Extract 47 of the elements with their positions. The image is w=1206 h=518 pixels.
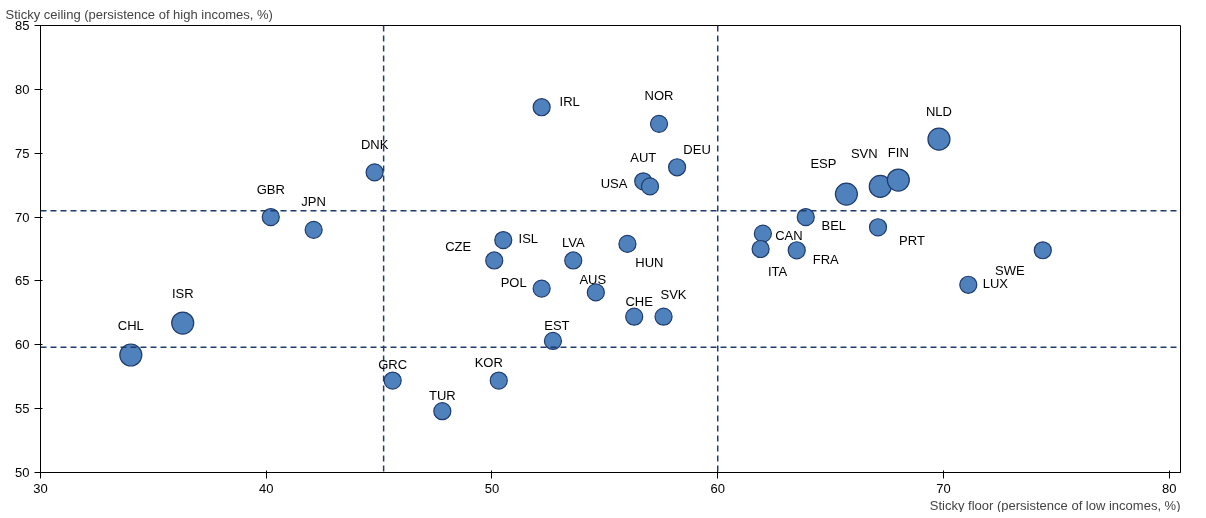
- y-tick-label: 60: [15, 337, 30, 353]
- annotation: LUX: [982, 276, 1009, 292]
- annotation: DEU: [683, 141, 711, 157]
- annotation: BEL: [821, 217, 847, 233]
- x-tick-label: 80: [1161, 480, 1177, 496]
- annotation: GBR: [256, 181, 285, 197]
- x-tick-label: 50: [484, 480, 500, 496]
- annotation: HUN: [635, 255, 664, 271]
- annotation: DNK: [360, 136, 389, 152]
- x-tick-label: 40: [259, 480, 274, 496]
- annotation: LVA: [561, 234, 585, 250]
- annotation: IRL: [559, 93, 580, 109]
- x-tick-label: 60: [710, 480, 725, 496]
- annotation: GRC: [378, 357, 408, 373]
- annotation: TUR: [428, 387, 456, 403]
- annotation: USA: [600, 175, 628, 191]
- y-tick-label: 55: [15, 401, 30, 417]
- y-tick-label: 75: [15, 145, 30, 161]
- annotation: AUS: [579, 271, 607, 287]
- annotation: FIN: [887, 144, 909, 160]
- annotation: JPN: [301, 194, 326, 210]
- x-tick-label: 30: [33, 480, 48, 496]
- annotation: PRT: [899, 232, 925, 248]
- annotation: ITA: [767, 263, 788, 279]
- annotation: FRA: [812, 251, 840, 267]
- y-tick-label: 80: [15, 81, 30, 97]
- y-tick-label: 50: [15, 465, 30, 480]
- x-tick-label: 70: [936, 480, 951, 496]
- annotation: SVN: [850, 145, 878, 161]
- annotation: ESP: [810, 155, 837, 171]
- annotation: CHL: [117, 317, 144, 333]
- annotation: CZE: [445, 238, 472, 254]
- annotation: EST: [544, 318, 570, 334]
- y-tick-label: 65: [15, 273, 30, 289]
- x-axis-title: Sticky floor (persistence of low incomes, %): [929, 497, 1181, 513]
- annotation: KOR: [474, 355, 503, 371]
- annotation: CHE: [625, 294, 654, 310]
- annotation: AUT: [630, 149, 657, 165]
- annotation: SWE: [994, 262, 1025, 278]
- y-tick-label: 70: [15, 209, 30, 225]
- annotation: ISR: [171, 285, 194, 301]
- annotation: CAN: [775, 228, 803, 244]
- annotation: POL: [500, 275, 527, 291]
- annotation: NOR: [644, 88, 674, 104]
- annotation: ISL: [518, 230, 539, 246]
- annotation: NLD: [925, 103, 952, 119]
- annotation: SVK: [660, 287, 687, 303]
